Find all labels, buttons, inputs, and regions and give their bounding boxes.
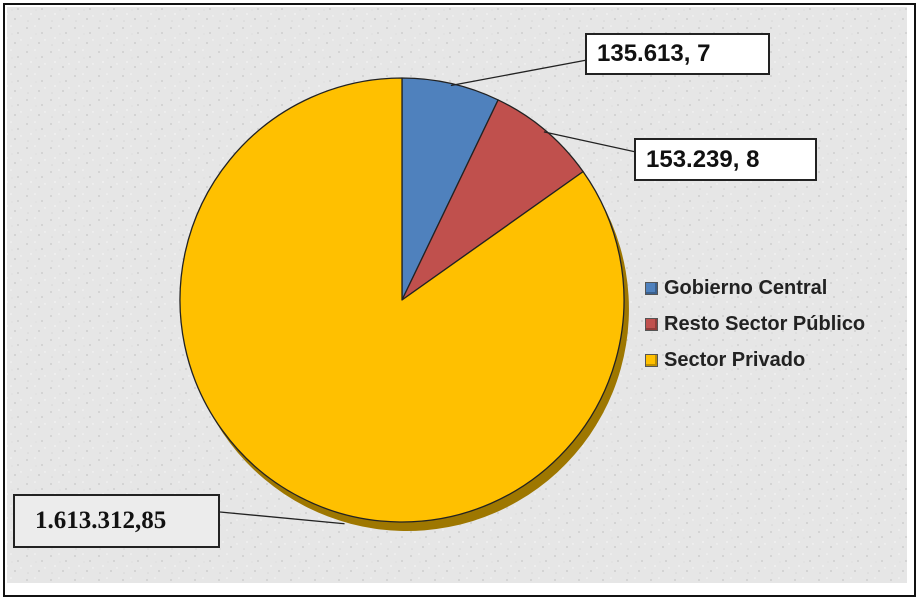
chart-legend: Gobierno Central Resto Sector Público Se… — [645, 270, 865, 378]
leader-line-0 — [450, 59, 588, 87]
leader-lines — [219, 59, 637, 525]
pie-slice-1 — [401, 99, 584, 301]
leader-line-1 — [543, 131, 637, 153]
legend-label: Gobierno Central — [664, 276, 828, 299]
data-label-gobierno-central: 135.613, 7 — [585, 33, 770, 75]
leader-line-2 — [219, 511, 345, 525]
legend-item-resto-sector-publico: Resto Sector Público — [645, 306, 865, 342]
pie-slice-2 — [179, 77, 625, 523]
legend-label: Resto Sector Público — [664, 312, 866, 335]
legend-swatch-icon — [645, 317, 658, 331]
legend-swatch-icon — [645, 353, 658, 367]
data-label-sector-privado: 1.613.312,85 — [13, 494, 220, 548]
data-label-resto-sector-publico: 153.239, 8 — [634, 138, 817, 181]
pie-slices — [179, 77, 629, 531]
legend-swatch-icon — [645, 281, 658, 295]
legend-label: Sector Privado — [664, 348, 806, 371]
legend-item-gobierno-central: Gobierno Central — [645, 270, 865, 306]
legend-item-sector-privado: Sector Privado — [645, 342, 865, 378]
pie-slice-0 — [401, 77, 499, 301]
